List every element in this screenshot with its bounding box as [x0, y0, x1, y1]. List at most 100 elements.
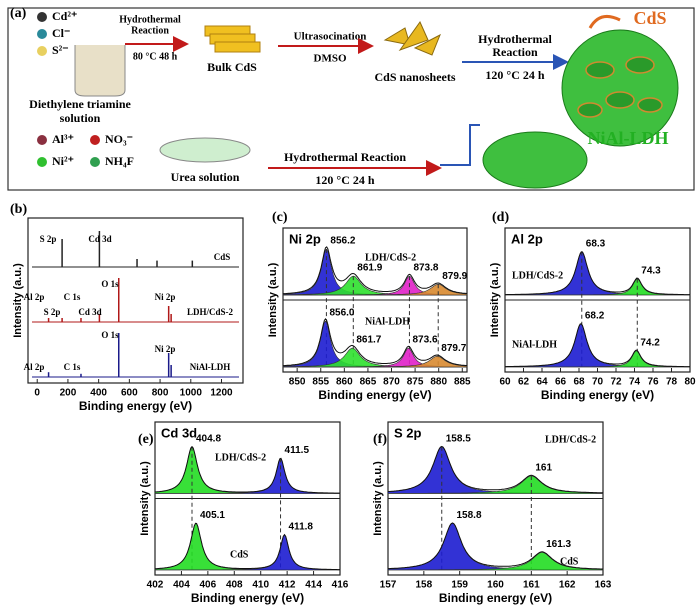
peak-label: 873.8 — [413, 263, 438, 274]
peak-label: 161.3 — [546, 539, 571, 550]
label: 120 °C 24 h — [485, 68, 544, 82]
series-name: NiAl-LDH — [512, 339, 557, 350]
connector — [440, 124, 480, 166]
x-axis-label: Binding energy (eV) — [191, 591, 304, 605]
peak-label: 158.5 — [446, 433, 471, 444]
series-name: LDH/CdS-2 — [187, 307, 234, 317]
series-name: CdS — [230, 549, 249, 560]
ion-icon — [37, 12, 47, 22]
peak-component — [387, 446, 604, 494]
label: Hydrothermal — [119, 14, 181, 25]
annotation: C 1s — [64, 362, 81, 372]
label: CdS — [633, 8, 666, 28]
ion-text: NO₃⁻ — [105, 132, 133, 146]
x-tick-label: 600 — [121, 388, 138, 399]
x-tick-label: 865 — [360, 377, 377, 388]
x-tick-label: 159 — [451, 580, 468, 591]
x-axis-label: Binding energy (eV) — [79, 399, 192, 413]
panel-title: Cd 3d — [161, 425, 197, 440]
peak-label: 411.5 — [285, 445, 310, 456]
label: Hydrothermal Reaction — [284, 150, 406, 164]
envelope — [154, 522, 340, 571]
peak-label: 158.8 — [457, 510, 482, 521]
bulk-cds — [204, 25, 261, 53]
label: Bulk CdS — [207, 60, 257, 74]
x-tick-label: 406 — [200, 580, 217, 591]
peak-label: 74.3 — [641, 265, 661, 276]
label: 120 °C 24 h — [315, 173, 374, 187]
annotation: S 2p — [40, 234, 57, 244]
x-tick-label: 60 — [499, 377, 511, 388]
plot-frame — [27, 217, 244, 384]
panel-label: (c) — [272, 210, 288, 225]
x-tick-label: 870 — [383, 377, 400, 388]
ion-icon — [37, 29, 47, 39]
annotation: C 1s — [64, 292, 81, 302]
x-tick-label: 800 — [152, 388, 169, 399]
ion-icon — [37, 157, 47, 167]
label: solution — [60, 111, 101, 125]
label: DMSO — [314, 53, 347, 65]
y-axis-label: Intensity (a.u.) — [372, 461, 384, 536]
x-tick-label: 162 — [559, 580, 576, 591]
panel-label: (a) — [10, 6, 27, 21]
panel-title: Ni 2p — [289, 231, 321, 246]
annotation: Cd 3d — [88, 234, 111, 244]
series-name: LDH/CdS-2 — [512, 270, 563, 281]
ion-text: Cl⁻ — [52, 26, 70, 40]
x-tick-label: 70 — [592, 377, 604, 388]
annotation: O 1s — [101, 330, 119, 340]
panel-label: (b) — [10, 202, 27, 217]
petri-dish — [159, 137, 251, 163]
x-tick-label: 62 — [518, 377, 530, 388]
series-name: CdS — [560, 556, 579, 567]
peak-label: 411.8 — [289, 522, 314, 533]
peak-label: 861.9 — [357, 263, 382, 274]
peak-label: 861.7 — [356, 335, 381, 346]
ion-icon — [37, 135, 47, 145]
envelope — [505, 251, 690, 296]
peak-label: 873.6 — [412, 335, 437, 346]
envelope — [283, 317, 468, 367]
x-tick-label: 404 — [173, 580, 190, 591]
panel-label: (e) — [138, 432, 154, 447]
series-name: LDH/CdS-2 — [365, 252, 416, 263]
x-tick-label: 157 — [380, 580, 397, 591]
series-name: LDH/CdS-2 — [215, 452, 266, 463]
nanosheets — [383, 20, 441, 56]
series-name: NiAl-LDH — [190, 362, 231, 372]
panel-label: (d) — [492, 210, 509, 225]
ion-text: S²⁻ — [52, 43, 69, 57]
annotation: Ni 2p — [155, 344, 176, 354]
peak-label: 856.2 — [330, 236, 355, 247]
x-tick-label: 80 — [684, 377, 696, 388]
annotation: O 1s — [101, 279, 119, 289]
x-tick-label: 78 — [666, 377, 678, 388]
label: Hydrothermal — [478, 32, 552, 46]
x-tick-label: 850 — [289, 377, 306, 388]
series-name: LDH/CdS-2 — [545, 434, 596, 445]
annotation: Ni 2p — [155, 292, 176, 302]
x-tick-label: 855 — [312, 377, 329, 388]
x-tick-label: 1200 — [210, 388, 233, 399]
ion-icon — [90, 157, 100, 167]
ion-icon — [90, 135, 100, 145]
label: Urea solution — [171, 170, 240, 184]
label: Ultrasocination — [294, 31, 367, 43]
peak-component — [283, 355, 468, 368]
envelope — [282, 246, 468, 295]
y-axis-label: Intensity (a.u.) — [267, 262, 279, 337]
peak-label: 68.2 — [585, 310, 605, 321]
envelope — [388, 522, 603, 570]
x-tick-label: 400 — [90, 388, 107, 399]
x-tick-label: 64 — [536, 377, 548, 388]
x-tick-label: 0 — [34, 388, 40, 399]
x-tick-label: 74 — [629, 377, 641, 388]
x-tick-label: 412 — [279, 580, 296, 591]
x-tick-label: 68 — [573, 377, 585, 388]
x-tick-label: 163 — [595, 580, 612, 591]
annotation: S 2p — [44, 307, 61, 317]
label: NiAl-LDH — [588, 128, 669, 148]
x-tick-label: 161 — [523, 580, 540, 591]
